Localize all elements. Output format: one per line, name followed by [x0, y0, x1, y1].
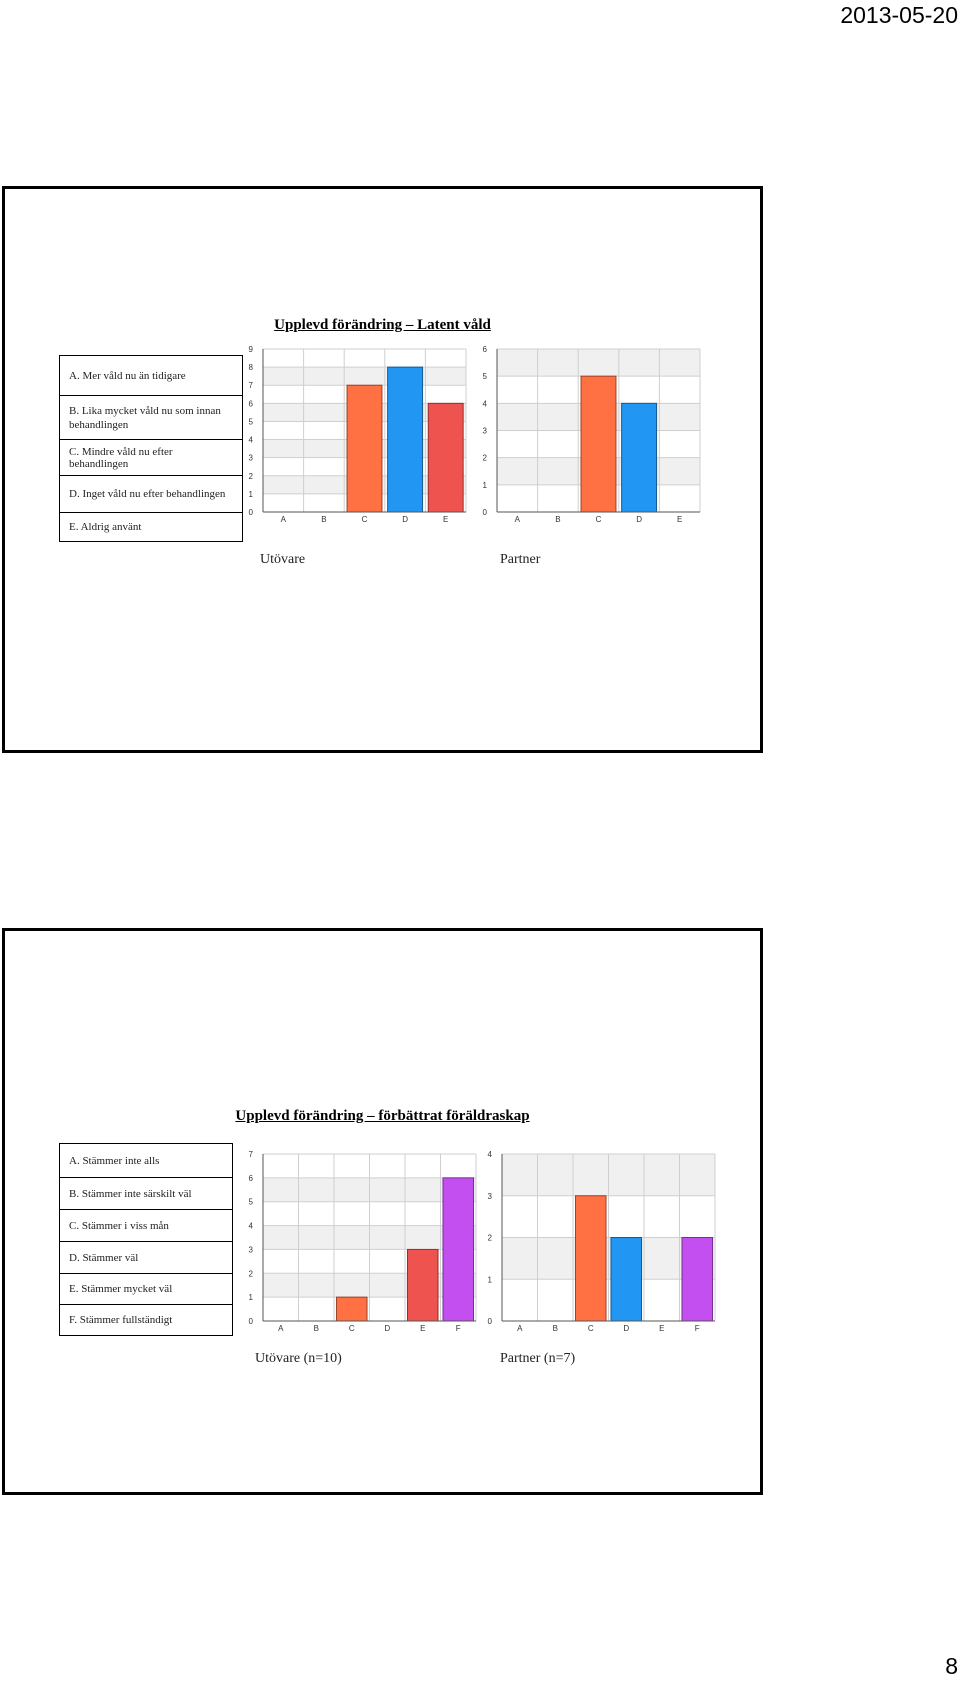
- x-tick-label: C: [349, 1324, 355, 1333]
- y-tick-label: 1: [249, 1293, 254, 1302]
- y-tick-label: 4: [488, 1150, 493, 1159]
- caption-partner: Partner: [500, 552, 541, 567]
- x-tick-label: D: [636, 515, 642, 524]
- legend-item-d: D. Stämmer väl: [60, 1241, 232, 1273]
- y-tick-label: 6: [249, 1174, 254, 1183]
- header-date: 2013-05-20: [840, 2, 958, 28]
- grid-band: [263, 367, 466, 386]
- legend-item-e: E. Aldrig använt: [60, 512, 242, 541]
- bar-chart-partner-latent: 0 1 2 3 4 5 6 A B C D E: [483, 345, 701, 524]
- bar-d: [610, 1237, 643, 1322]
- answer-legend: A. Mer våld nu än tidigare B. Lika mycke…: [59, 355, 243, 542]
- legend-item-c: C. Stämmer i viss mån: [60, 1209, 232, 1241]
- slide-title: Upplevd förändring – förbättrat föräldra…: [235, 1108, 530, 1124]
- y-tick-label: 2: [249, 472, 254, 481]
- grid-band: [263, 349, 466, 368]
- x-tick-label: D: [384, 1324, 390, 1333]
- grid-band: [497, 349, 700, 377]
- y-tick-label: 6: [249, 399, 254, 408]
- x-tick-label: E: [420, 1324, 425, 1333]
- x-tick-label: A: [517, 1324, 523, 1333]
- bar-f: [681, 1237, 714, 1322]
- legend-item-f: F. Stämmer fullständigt: [60, 1304, 232, 1335]
- x-tick-label: B: [555, 515, 560, 524]
- bar-c: [580, 375, 617, 513]
- slide-latent-violence: Upplevd förändring – Latent våld A. Mer …: [2, 186, 763, 753]
- legend-item-a: A. Mer våld nu än tidigare: [69, 369, 186, 382]
- y-tick-label: 7: [249, 381, 254, 390]
- y-tick-label: 5: [249, 1198, 254, 1207]
- x-tick-label: D: [623, 1324, 629, 1333]
- legend-item-b: B. Stämmer inte särskilt väl: [60, 1177, 232, 1209]
- x-tick-label: A: [515, 515, 521, 524]
- bar-chart-utovare-parenting: 0 1 2 3 4 5 6 7 A B C D E F: [249, 1150, 477, 1333]
- bar-e: [406, 1248, 439, 1322]
- y-tick-label: 2: [249, 1269, 254, 1278]
- y-tick-label: 6: [483, 345, 488, 354]
- bar-chart-utovare-latent: 0 1 2 3 4 5 6 7 8 9 A B C D E: [249, 345, 467, 524]
- y-tick-label: 4: [249, 436, 254, 445]
- y-tick-label: 4: [249, 1222, 254, 1231]
- legend-item-d: D. Inget våld nu efter behandlingen: [60, 475, 242, 512]
- x-tick-label: B: [314, 1324, 319, 1333]
- x-tick-label: E: [677, 515, 682, 524]
- x-tick-label: E: [443, 515, 448, 524]
- slide-title: Upplevd förändring – Latent våld: [274, 317, 491, 333]
- bar-e: [427, 402, 464, 513]
- legend-item-c: C. Mindre våld nu efter behandlingen: [60, 439, 242, 475]
- x-tick-label: A: [278, 1324, 284, 1333]
- caption-utovare: Utövare (n=10): [255, 1351, 342, 1366]
- bar-c: [346, 384, 383, 513]
- bar-d: [387, 366, 424, 513]
- bar-c: [335, 1296, 368, 1322]
- bar-c: [574, 1195, 607, 1322]
- x-tick-label: F: [695, 1324, 700, 1333]
- y-tick-label: 0: [249, 1317, 254, 1326]
- y-tick-label: 3: [488, 1192, 493, 1201]
- y-tick-label: 0: [488, 1317, 493, 1326]
- x-tick-label: C: [362, 515, 368, 524]
- y-tick-label: 3: [483, 427, 488, 436]
- bar-chart-partner-parenting: 0 1 2 3 4 A B C D E F: [488, 1150, 716, 1333]
- legend-item-b: B. Lika mycket våld nu som innan behandl…: [60, 395, 242, 439]
- y-tick-label: 2: [488, 1234, 493, 1243]
- legend-item-a: A. Stämmer inte alls: [69, 1154, 160, 1167]
- y-tick-label: 8: [249, 363, 254, 372]
- y-tick-label: 7: [249, 1150, 254, 1159]
- slide-improved-parenting: Upplevd förändring – förbättrat föräldra…: [2, 928, 763, 1495]
- bar-d: [621, 402, 658, 513]
- x-tick-label: C: [596, 515, 602, 524]
- y-tick-label: 4: [483, 399, 488, 408]
- y-tick-label: 5: [483, 372, 488, 381]
- caption-partner: Partner (n=7): [500, 1351, 576, 1366]
- x-tick-label: F: [456, 1324, 461, 1333]
- y-tick-label: 2: [483, 454, 488, 463]
- y-tick-label: 0: [249, 508, 254, 517]
- y-tick-label: 3: [249, 1245, 254, 1254]
- y-tick-label: 0: [483, 508, 488, 517]
- y-tick-label: 3: [249, 454, 254, 463]
- y-tick-label: 9: [249, 345, 254, 354]
- y-tick-label: 1: [488, 1275, 493, 1284]
- x-tick-label: A: [281, 515, 287, 524]
- legend-item-e: E. Stämmer mycket väl: [60, 1273, 232, 1304]
- x-tick-label: E: [659, 1324, 664, 1333]
- caption-utovare: Utövare: [260, 552, 306, 567]
- x-tick-label: B: [321, 515, 326, 524]
- answer-legend: A. Stämmer inte alls B. Stämmer inte sär…: [59, 1143, 233, 1336]
- y-tick-label: 5: [249, 417, 254, 426]
- bar-f: [442, 1177, 475, 1322]
- x-tick-label: C: [588, 1324, 594, 1333]
- x-tick-label: D: [402, 515, 408, 524]
- x-tick-label: B: [553, 1324, 558, 1333]
- y-tick-label: 1: [249, 490, 254, 499]
- y-tick-label: 1: [483, 481, 488, 490]
- page-number: 8: [945, 1653, 958, 1679]
